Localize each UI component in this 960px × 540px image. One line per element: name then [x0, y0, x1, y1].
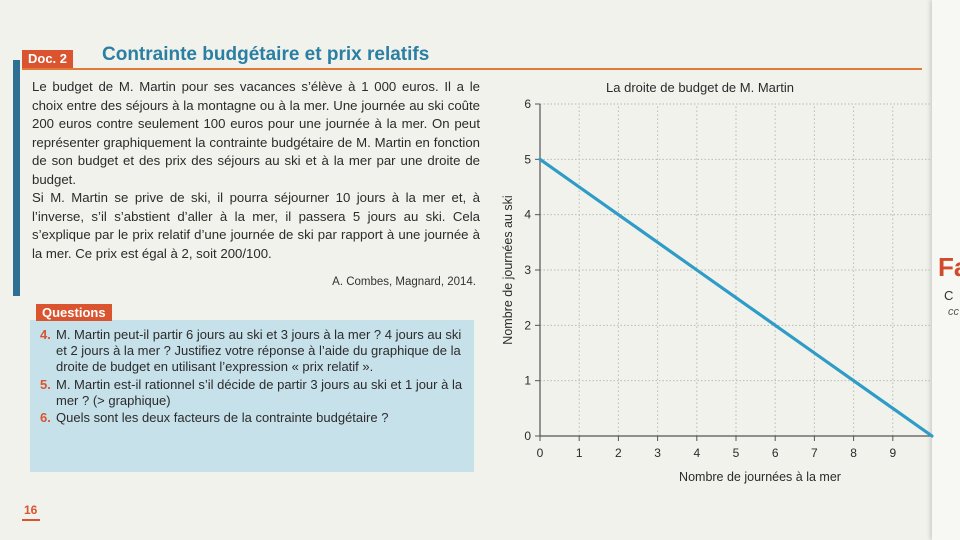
y-tick-label: 0 — [524, 429, 531, 443]
x-tick-label: 2 — [615, 446, 622, 460]
x-tick-label: 6 — [772, 446, 779, 460]
question-text: M. Martin est-il rationnel s’il décide d… — [56, 376, 463, 408]
x-axis-title: Nombre de journées à la mer — [679, 470, 841, 484]
source-citation: A. Combes, Magnard, 2014. — [332, 276, 476, 288]
question-number: 6. — [40, 410, 51, 426]
y-tick-label: 5 — [524, 152, 531, 166]
question-number: 4. — [40, 327, 51, 342]
doc-title: Contrainte budgétaire et prix relatifs — [102, 44, 430, 65]
paragraph: Si M. Martin se prive de ski, il pourra … — [32, 190, 480, 261]
question-item: 5. M. Martin est-il rationnel s’il décid… — [40, 377, 470, 409]
x-tick-label: 7 — [811, 446, 818, 460]
y-tick-label: 3 — [524, 263, 531, 277]
page-number: 16 — [24, 503, 38, 517]
questions-list: 4. M. Martin peut-il partir 6 jours au s… — [40, 327, 470, 427]
question-text: M. Martin peut-il partir 6 jours au ski … — [56, 327, 462, 375]
question-text: Quels sont les deux facteurs de la contr… — [56, 410, 389, 426]
chart-series — [538, 157, 934, 438]
x-tick-label: 3 — [654, 446, 661, 460]
questions-box — [30, 320, 474, 472]
facing-page-heading: Fa — [938, 252, 960, 282]
question-item: 6. Quels sont les deux facteurs de la co… — [40, 410, 470, 426]
facing-page-line: cc — [948, 306, 959, 318]
x-tick-label: 0 — [537, 446, 544, 460]
question-item: 4. M. Martin peut-il partir 6 jours au s… — [40, 327, 470, 376]
doc-tag: Doc. 2 — [22, 50, 74, 68]
x-tick-label: 1 — [576, 446, 583, 460]
y-tick-label: 4 — [524, 208, 531, 222]
x-tick-label: 8 — [850, 446, 857, 460]
chart-title: La droite de budget de M. Martin — [606, 80, 794, 95]
questions-tag: Questions — [36, 304, 112, 321]
header-rule — [22, 68, 922, 70]
budget-line — [538, 157, 934, 438]
chart-ticks: 0 1 2 3 4 5 6 0 1 2 3 4 5 6 7 8 9 — [524, 97, 896, 460]
y-axis-title: Nombre de journées au ski — [501, 195, 515, 344]
facing-page-line: C — [944, 288, 954, 303]
section-accent-bar — [13, 60, 20, 296]
chart-grid — [540, 103, 932, 436]
paragraph: Le budget de M. Martin pour ses vacances… — [32, 79, 480, 187]
question-number: 5. — [40, 376, 51, 392]
page-number-underline — [22, 519, 40, 521]
x-tick-label: 9 — [889, 446, 896, 460]
y-tick-label: 1 — [524, 374, 531, 388]
x-tick-label: 5 — [733, 446, 740, 460]
doc-body: Le budget de M. Martin pour ses vacances… — [32, 78, 480, 263]
y-tick-label: 2 — [524, 318, 531, 332]
y-tick-label: 6 — [524, 97, 531, 111]
facing-page: Fa C cc — [932, 0, 960, 540]
x-tick-label: 4 — [693, 446, 700, 460]
budget-line-chart: La droite de budget de M. Martin 0 1 2 3 4 5 6… — [501, 80, 934, 484]
